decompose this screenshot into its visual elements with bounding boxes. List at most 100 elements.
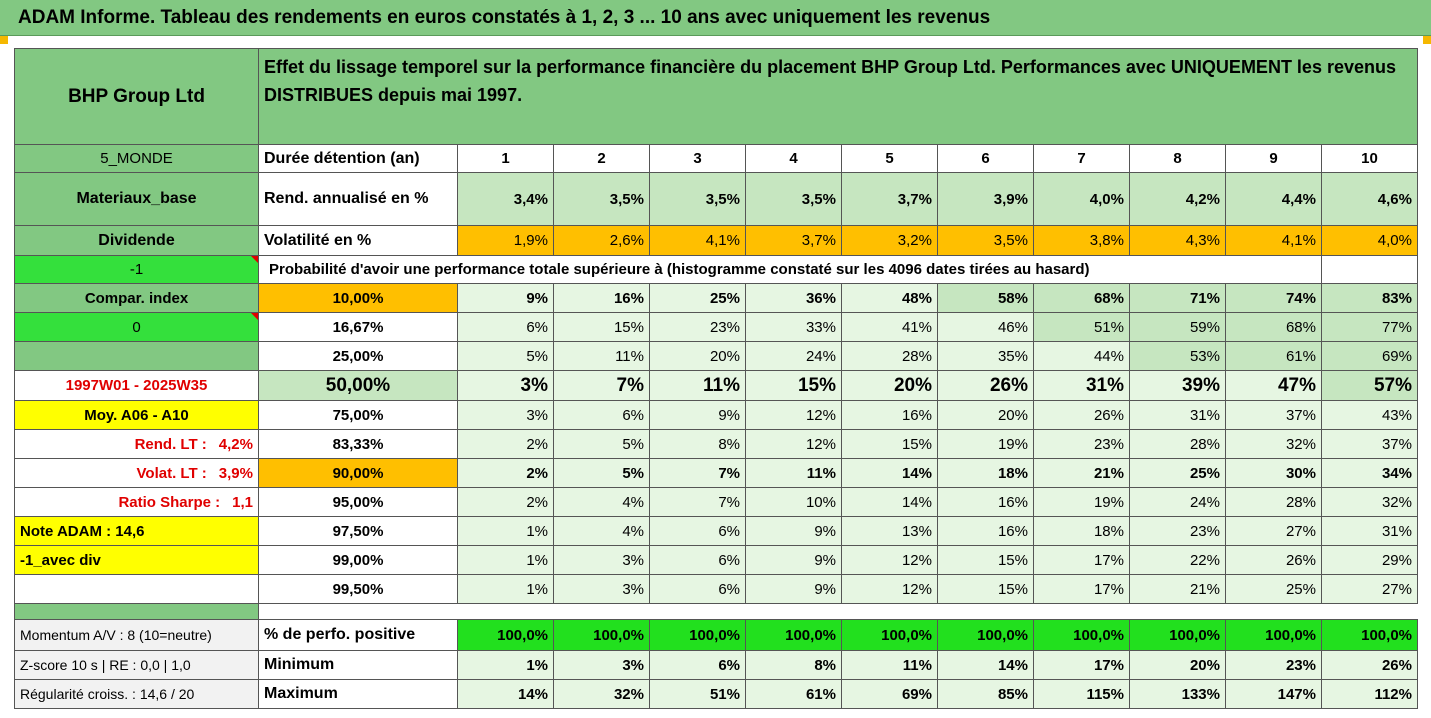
probability-cell: 16%	[937, 487, 1034, 517]
probability-cell: 20%	[937, 400, 1034, 430]
empty-left	[14, 341, 259, 371]
probability-cell: 28%	[1225, 487, 1322, 517]
table-row: BHP Group Ltd Effet du lissage temporel s…	[14, 48, 1418, 145]
probability-cell: 47%	[1225, 370, 1322, 401]
probability-cell: 6%	[457, 312, 554, 342]
probability-cell: 17%	[1033, 545, 1130, 575]
table-row: 1997W01 - 2025W35 50,00% 3% 7% 11% 15% 20% 26% 3…	[14, 370, 1418, 401]
probability-cell: 12%	[841, 574, 938, 604]
probability-cell: 59%	[1129, 312, 1226, 342]
table-row: -1 Probabilité d'avoir une performance to…	[14, 255, 1418, 284]
volat-cell: 2,6%	[553, 225, 650, 256]
threshold-cell: 99,00%	[258, 545, 458, 575]
rend-cell: 3,5%	[745, 172, 842, 226]
probability-cell: 46%	[937, 312, 1034, 342]
probability-cell: 14%	[841, 487, 938, 517]
rend-cell: 4,2%	[1129, 172, 1226, 226]
type-label: Dividende	[14, 225, 259, 256]
probability-cell: 3%	[457, 400, 554, 430]
probability-cell: 35%	[937, 341, 1034, 371]
bottom-cell: 14%	[457, 679, 554, 709]
probability-cell: 10%	[745, 487, 842, 517]
duration-cell: 10	[1321, 144, 1418, 173]
empty-cell	[1321, 255, 1418, 284]
probability-cell: 16%	[841, 400, 938, 430]
probability-cell: 77%	[1321, 312, 1418, 342]
bottom-cell: 112%	[1321, 679, 1418, 709]
probability-cell: 27%	[1225, 516, 1322, 546]
bottom-cell: 100,0%	[553, 619, 650, 651]
probability-cell: 5%	[553, 429, 650, 459]
probability-cell: 41%	[841, 312, 938, 342]
rend-lt-label: Rend. LT :	[134, 435, 207, 453]
table-row: Ratio Sharpe : 1,1 95,00% 2% 4% 7% 10% 14% 16% 19…	[14, 487, 1418, 517]
bottom-cell: 100,0%	[745, 619, 842, 651]
probability-cell: 57%	[1321, 370, 1418, 401]
zone-label: 5_MONDE	[14, 144, 259, 173]
probability-cell: 6%	[649, 516, 746, 546]
probability-cell: 16%	[553, 283, 650, 313]
probability-cell: 24%	[745, 341, 842, 371]
sharpe-ratio-value: 1,1	[232, 493, 253, 511]
bottom-cell: 69%	[841, 679, 938, 709]
probability-cell: 23%	[649, 312, 746, 342]
period-label: 1997W01 - 2025W35	[14, 370, 259, 401]
probability-cell: 37%	[1225, 400, 1322, 430]
company-name: BHP Group Ltd	[14, 48, 259, 145]
bottom-cell: 26%	[1321, 650, 1418, 680]
probability-cell: 21%	[1129, 574, 1226, 604]
probability-cell: 18%	[1033, 516, 1130, 546]
corner-marker-left	[0, 36, 8, 44]
table-row: Momentum A/V : 8 (10=neutre)% de perfo. …	[14, 619, 1418, 651]
table-row: Materiaux_base Rend. annualisé en % 3,4% 3,…	[14, 172, 1418, 226]
bottom-cell: 11%	[841, 650, 938, 680]
probability-cell: 4%	[553, 516, 650, 546]
volat-cell: 3,7%	[745, 225, 842, 256]
probability-cell: 25%	[1129, 458, 1226, 488]
probability-cell: 37%	[1321, 429, 1418, 459]
note-adam: Note ADAM : 14,6	[14, 516, 259, 546]
compar-label: Compar. index	[14, 283, 259, 313]
table-row: Note ADAM : 14,6 97,50% 1% 4% 6% 9% 13% 16% 18% 2…	[14, 516, 1418, 546]
bottom-cell: 100,0%	[937, 619, 1034, 651]
probability-cell: 48%	[841, 283, 938, 313]
probability-cell: 32%	[1225, 429, 1322, 459]
threshold-cell: 10,00%	[258, 283, 458, 313]
probability-cell: 2%	[457, 429, 554, 459]
bottom-cell: 6%	[649, 650, 746, 680]
bottom-left-label: Régularité croiss. : 14,6 / 20	[14, 679, 259, 709]
probability-cell: 3%	[553, 545, 650, 575]
probability-cell: 3%	[553, 574, 650, 604]
bottom-left-label: Momentum A/V : 8 (10=neutre)	[14, 619, 259, 651]
probability-cell: 53%	[1129, 341, 1226, 371]
threshold-cell: 25,00%	[258, 341, 458, 371]
probability-cell: 1%	[457, 545, 554, 575]
threshold-cell: 16,67%	[258, 312, 458, 342]
probability-cell: 27%	[1321, 574, 1418, 604]
bottom-cell: 32%	[553, 679, 650, 709]
threshold-cell: 97,50%	[258, 516, 458, 546]
probability-cell: 23%	[1129, 516, 1226, 546]
bottom-cell: 100,0%	[1321, 619, 1418, 651]
probability-cell: 9%	[745, 574, 842, 604]
probability-cell: 15%	[553, 312, 650, 342]
probability-cell: 6%	[649, 545, 746, 575]
probability-cell: 9%	[457, 283, 554, 313]
bottom-cell: 100,0%	[841, 619, 938, 651]
probability-cell: 5%	[457, 341, 554, 371]
probability-cell: 25%	[649, 283, 746, 313]
probability-cell: 19%	[937, 429, 1034, 459]
table-row: Dividende Volatilité en % 1,9% 2,6% 4,1% 3,7%…	[14, 225, 1418, 256]
probability-cell: 43%	[1321, 400, 1418, 430]
bottom-cell: 100,0%	[1033, 619, 1130, 651]
table-row: 5_MONDE Durée détention (an) 1 2 3 4 5 6 7 8 9 10	[14, 144, 1418, 173]
probability-cell: 34%	[1321, 458, 1418, 488]
probability-cell: 5%	[553, 458, 650, 488]
bottom-cell: 115%	[1033, 679, 1130, 709]
probability-cell: 26%	[1033, 400, 1130, 430]
probability-cell: 22%	[1129, 545, 1226, 575]
table-row: Moy. A06 - A10 75,00% 3% 6% 9% 12% 16% 20% 26% 31…	[14, 400, 1418, 430]
bottom-cell: 147%	[1225, 679, 1322, 709]
probability-cell: 16%	[937, 516, 1034, 546]
table-row: 25,00% 5% 11% 20% 24% 28% 35% 44% 53% 61% 69%	[14, 341, 1418, 371]
